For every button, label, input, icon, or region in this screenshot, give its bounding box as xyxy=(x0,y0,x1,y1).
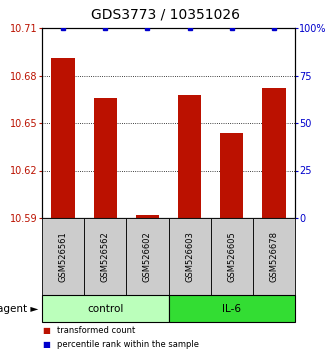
Bar xyxy=(42,218,84,295)
Text: IL-6: IL-6 xyxy=(222,303,241,314)
Bar xyxy=(42,295,168,322)
Bar xyxy=(211,218,253,295)
Text: ■: ■ xyxy=(42,326,50,335)
Text: percentile rank within the sample: percentile rank within the sample xyxy=(57,340,199,349)
Bar xyxy=(220,132,243,218)
Text: agent ►: agent ► xyxy=(0,303,38,314)
Bar xyxy=(253,218,295,295)
Bar xyxy=(168,218,211,295)
Text: ■: ■ xyxy=(42,340,50,349)
Bar xyxy=(262,88,286,218)
Bar xyxy=(94,98,117,218)
Text: GSM526562: GSM526562 xyxy=(101,231,110,282)
Text: GSM526561: GSM526561 xyxy=(59,231,68,282)
Text: GSM526678: GSM526678 xyxy=(269,231,278,282)
Text: GSM526602: GSM526602 xyxy=(143,231,152,282)
Bar xyxy=(168,295,295,322)
Text: GSM526603: GSM526603 xyxy=(185,231,194,282)
Text: transformed count: transformed count xyxy=(57,326,135,335)
Bar xyxy=(136,215,159,218)
Text: control: control xyxy=(87,303,123,314)
Bar xyxy=(84,218,126,295)
Text: GSM526605: GSM526605 xyxy=(227,231,236,282)
Bar xyxy=(178,95,201,218)
Bar xyxy=(52,58,75,218)
Text: GDS3773 / 10351026: GDS3773 / 10351026 xyxy=(91,8,240,22)
Bar xyxy=(126,218,168,295)
